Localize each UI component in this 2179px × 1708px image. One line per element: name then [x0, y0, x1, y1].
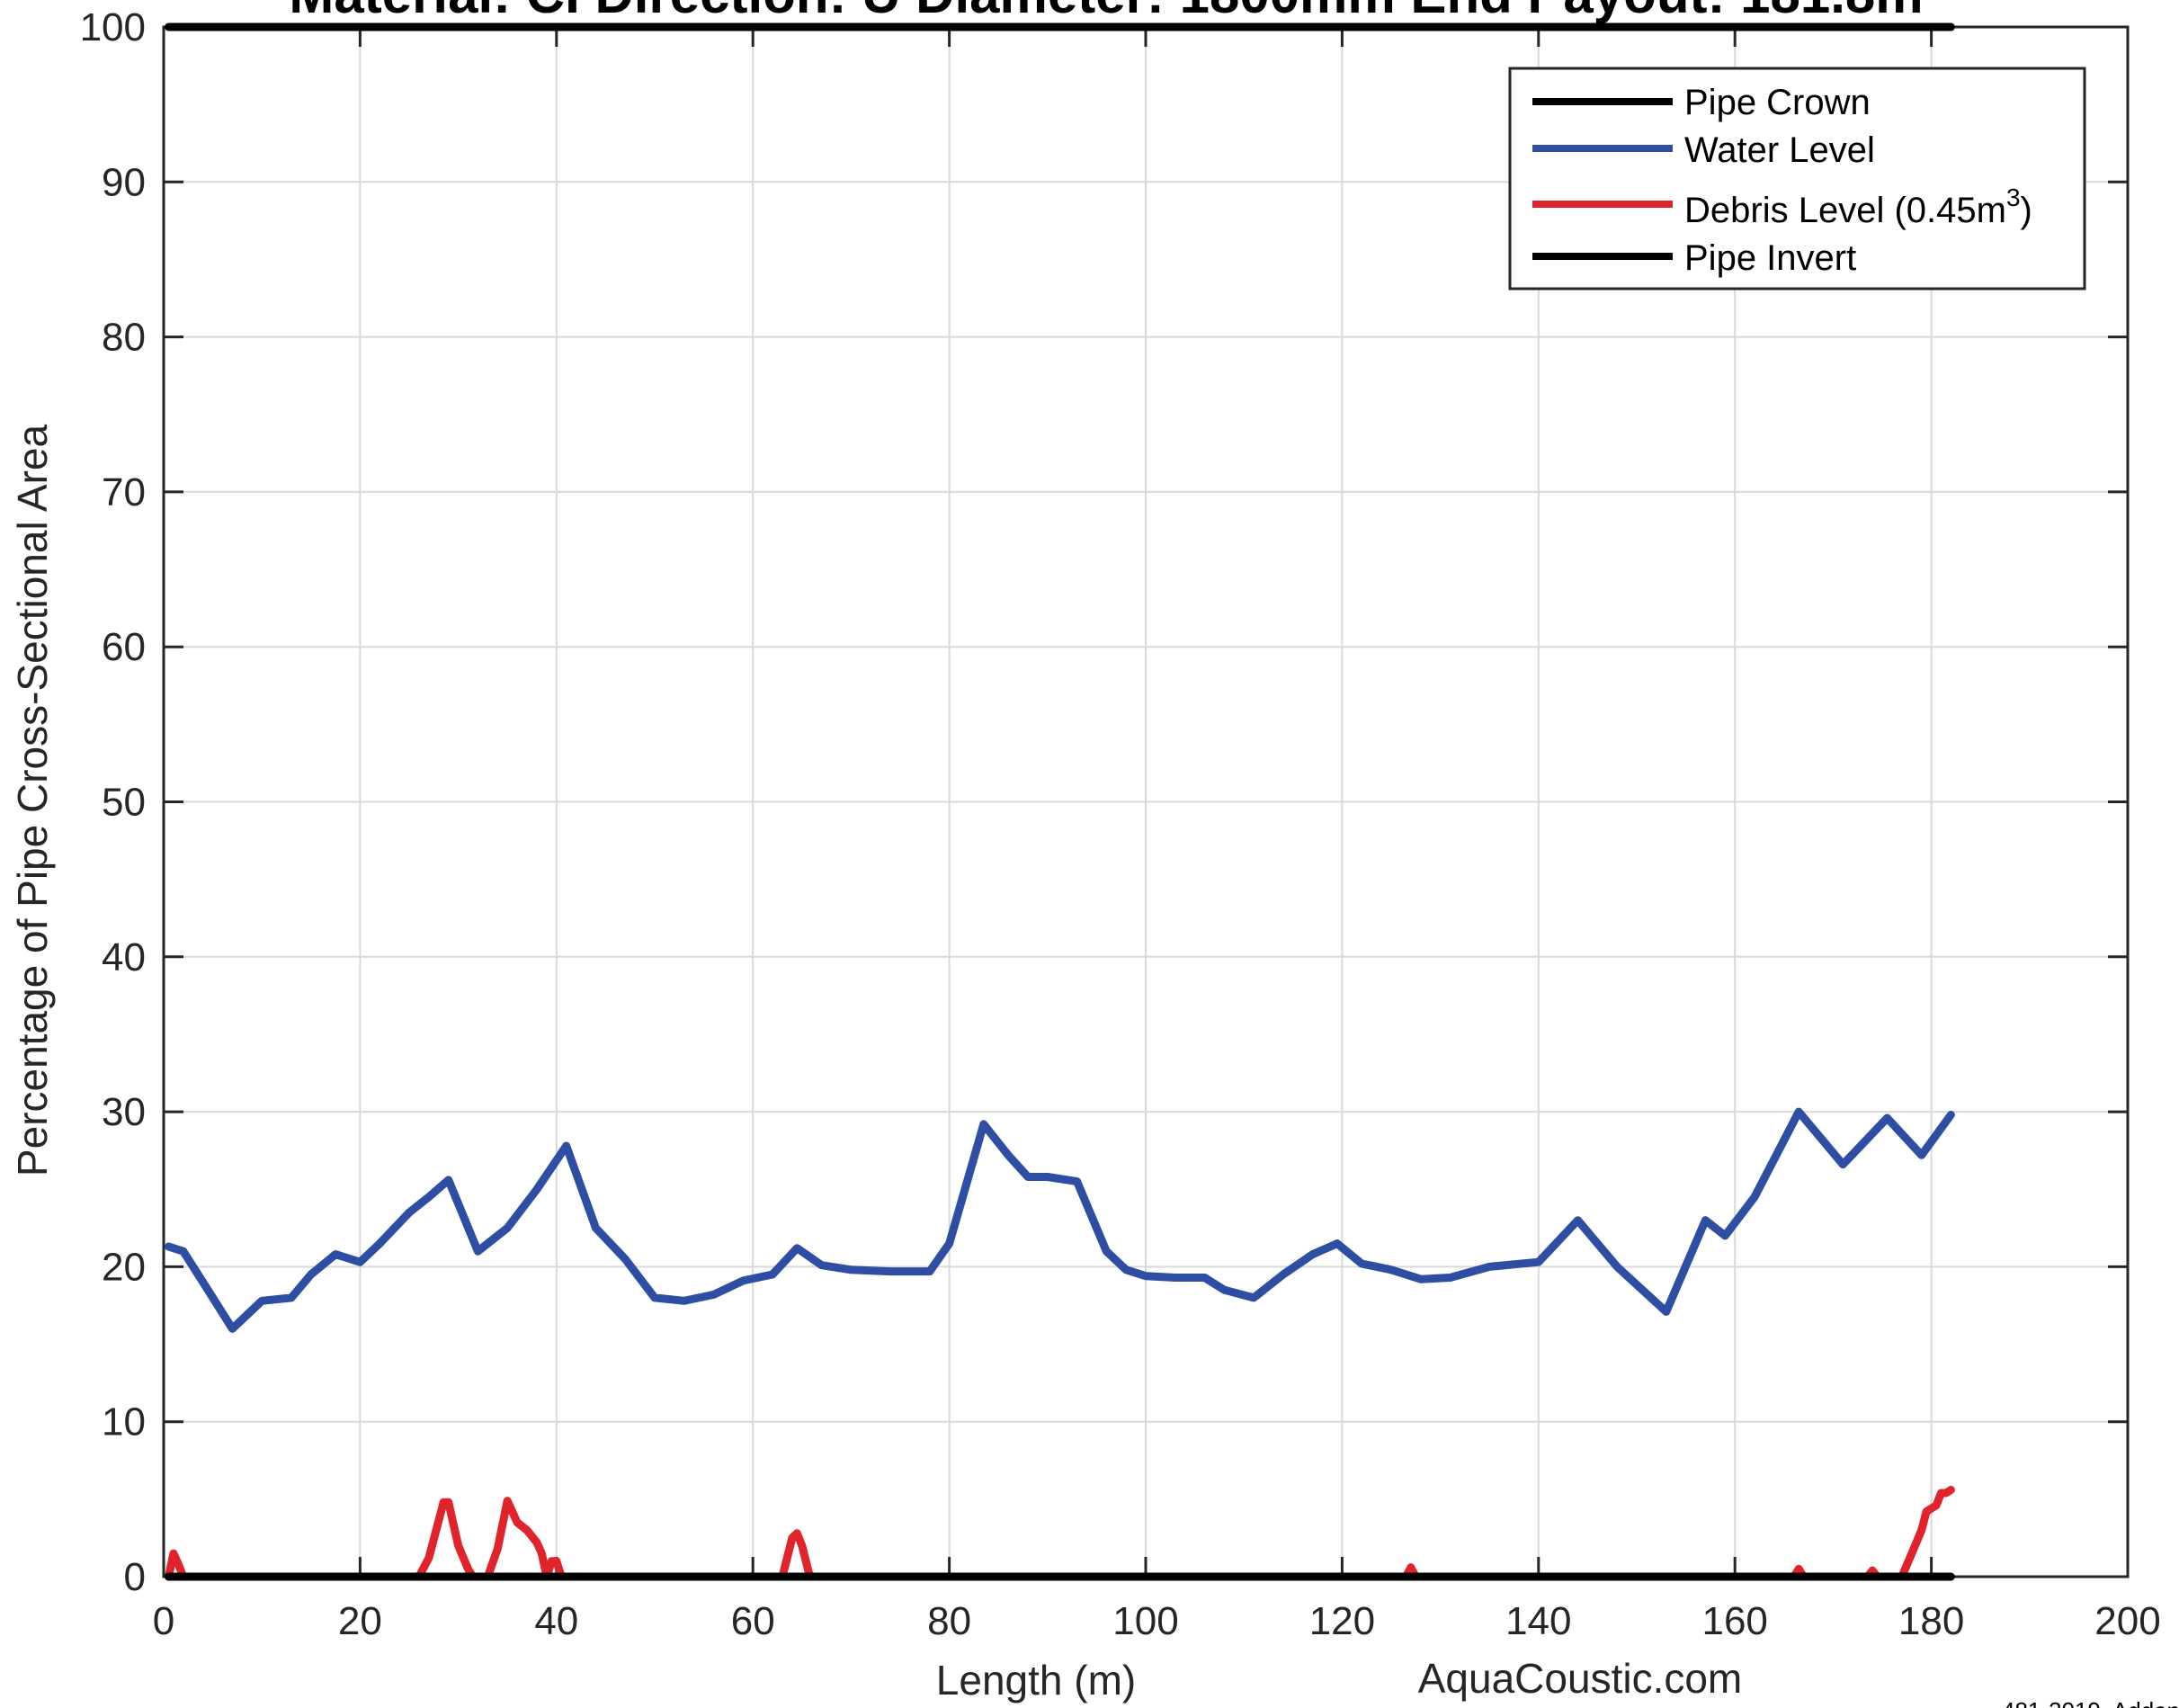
y-tick-label: 60	[102, 625, 146, 669]
y-tick-label: 90	[102, 160, 146, 204]
legend-debris-superscript: 3	[2006, 183, 2021, 211]
tick-labels: 0 20 40 60 80 100 120 140 160 180 200 0 10 20 30 40 50 60…	[80, 5, 2161, 1643]
corner-watermark: 481-2019. Adden	[2002, 1697, 2179, 1708]
x-tick-label: 80	[927, 1599, 971, 1643]
x-tick-label: 140	[1505, 1599, 1571, 1643]
chart-title: Material: CI Direction: U Diameter: 1800…	[289, 0, 1923, 24]
x-tick-label: 20	[338, 1599, 382, 1643]
x-tick-label: 120	[1309, 1599, 1375, 1643]
series-line-water-level	[165, 1107, 1955, 1333]
legend-label-pipe-crown: Pipe Crown	[1684, 83, 1871, 122]
y-tick-label: 0	[124, 1555, 146, 1599]
y-tick-label: 20	[102, 1245, 146, 1289]
y-tick-label: 80	[102, 316, 146, 360]
y-tick-label: 50	[102, 781, 146, 825]
legend-label-pipe-invert: Pipe Invert	[1684, 238, 1856, 278]
x-tick-label: 100	[1112, 1599, 1178, 1643]
x-tick-label: 0	[153, 1599, 174, 1643]
x-tick-label: 60	[731, 1599, 775, 1643]
credit-text: AquaCoustic.com	[1418, 1655, 1743, 1702]
y-tick-label: 100	[80, 5, 146, 49]
x-tick-label: 200	[2094, 1599, 2160, 1643]
legend-label-debris-level: Debris Level (0.45m3)	[1684, 183, 2032, 230]
y-tick-label: 40	[102, 935, 146, 979]
legend-label-water-level: Water Level	[1684, 130, 1875, 170]
y-tick-label: 70	[102, 470, 146, 514]
x-tick-label: 40	[534, 1599, 578, 1643]
x-axis-label: Length (m)	[936, 1657, 1136, 1704]
series-lines	[165, 22, 1955, 1581]
x-tick-label: 180	[1898, 1599, 1964, 1643]
y-axis-label: Percentage of Pipe Cross-Sectional Area	[9, 425, 56, 1177]
x-tick-label: 160	[1701, 1599, 1767, 1643]
y-tick-label: 30	[102, 1090, 146, 1134]
legend-debris-close: )	[2021, 191, 2032, 230]
y-tick-label: 10	[102, 1400, 146, 1444]
legend-debris-text: Debris Level (0.45m	[1684, 191, 2006, 230]
legend: Pipe Crown Water Level Debris Level (0.4…	[1508, 67, 2086, 291]
